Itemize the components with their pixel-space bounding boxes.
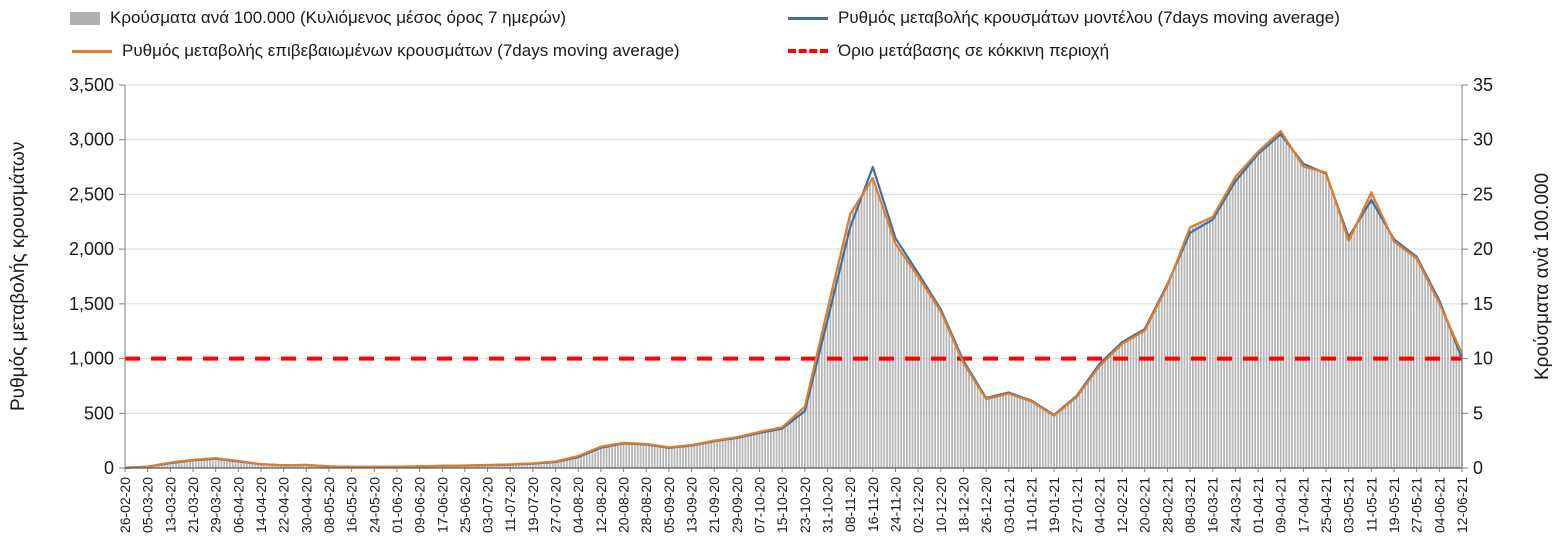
svg-text:16-05-20: 16-05-20 <box>344 477 360 533</box>
svg-text:21-09-20: 21-09-20 <box>706 477 722 533</box>
svg-text:10-12-20: 10-12-20 <box>933 477 949 533</box>
svg-text:28-02-21: 28-02-21 <box>1159 477 1175 533</box>
svg-text:09-04-21: 09-04-21 <box>1273 477 1289 533</box>
legend-item-confirmed-rate: Ρυθμός μεταβολής επιβεβαιωμένων κρουσμάτ… <box>72 41 680 61</box>
line-series-1 <box>124 129 1464 469</box>
svg-text:04-02-21: 04-02-21 <box>1091 477 1107 533</box>
svg-text:25: 25 <box>1473 184 1493 204</box>
svg-text:28-08-20: 28-08-20 <box>638 477 654 533</box>
svg-text:08-03-21: 08-03-21 <box>1182 477 1198 533</box>
svg-text:20-02-21: 20-02-21 <box>1137 477 1153 533</box>
svg-text:09-06-20: 09-06-20 <box>412 477 428 533</box>
svg-text:0: 0 <box>104 458 114 478</box>
svg-text:26-02-20: 26-02-20 <box>117 477 133 533</box>
svg-text:24-03-21: 24-03-21 <box>1227 477 1243 533</box>
svg-text:02-12-20: 02-12-20 <box>910 477 926 533</box>
svg-text:24-05-20: 24-05-20 <box>366 477 382 533</box>
svg-text:1,000: 1,000 <box>69 349 114 369</box>
svg-text:08-11-20: 08-11-20 <box>842 477 858 532</box>
svg-text:27-01-21: 27-01-21 <box>1069 477 1085 533</box>
svg-text:07-10-20: 07-10-20 <box>752 477 768 533</box>
svg-text:13-03-20: 13-03-20 <box>162 477 178 533</box>
svg-text:19-07-20: 19-07-20 <box>525 477 541 533</box>
svg-text:27-05-21: 27-05-21 <box>1409 477 1425 533</box>
svg-text:11-05-21: 11-05-21 <box>1363 477 1379 532</box>
svg-text:18-12-20: 18-12-20 <box>955 477 971 533</box>
orange-line-legend-icon <box>72 49 112 53</box>
svg-text:26-12-20: 26-12-20 <box>978 477 994 533</box>
svg-text:06-04-20: 06-04-20 <box>230 477 246 533</box>
legend-label: Κρούσματα ανά 100.000 (Κυλιόμενος μέσος … <box>110 8 567 27</box>
svg-text:3,000: 3,000 <box>69 130 114 150</box>
svg-text:20-08-20: 20-08-20 <box>616 477 632 533</box>
svg-text:2,000: 2,000 <box>69 239 114 259</box>
gridlines <box>125 84 1462 414</box>
svg-text:15: 15 <box>1473 294 1493 314</box>
svg-text:30-04-20: 30-04-20 <box>298 477 314 533</box>
svg-text:23-10-20: 23-10-20 <box>797 477 813 533</box>
svg-text:15-10-20: 15-10-20 <box>774 477 790 533</box>
red-dashed-legend-icon <box>788 49 828 53</box>
svg-text:16-11-20: 16-11-20 <box>865 477 881 532</box>
left-axis-ticks: 0 500 1,000 1,500 2,000 2,500 3,000 3,500 <box>69 75 125 478</box>
svg-text:29-09-20: 29-09-20 <box>729 477 745 533</box>
svg-text:01-06-20: 01-06-20 <box>389 477 405 533</box>
svg-text:20: 20 <box>1473 239 1493 259</box>
svg-text:11-01-21: 11-01-21 <box>1023 477 1039 532</box>
svg-text:21-03-20: 21-03-20 <box>185 477 201 533</box>
svg-text:29-03-20: 29-03-20 <box>208 477 224 533</box>
svg-text:03-01-21: 03-01-21 <box>1001 477 1017 533</box>
svg-text:1,500: 1,500 <box>69 294 114 314</box>
svg-text:19-01-21: 19-01-21 <box>1046 477 1062 533</box>
svg-text:12-08-20: 12-08-20 <box>593 477 609 533</box>
right-axis-ticks: 0 5 10 15 20 25 30 35 <box>1462 75 1493 478</box>
svg-text:19-05-21: 19-05-21 <box>1386 477 1402 533</box>
svg-text:17-04-21: 17-04-21 <box>1295 477 1311 533</box>
svg-text:12-02-21: 12-02-21 <box>1114 477 1130 533</box>
svg-text:27-07-20: 27-07-20 <box>548 477 564 533</box>
bar-series-legend-icon <box>70 11 100 25</box>
svg-text:04-06-21: 04-06-21 <box>1431 477 1447 533</box>
svg-text:05-09-20: 05-09-20 <box>661 477 677 533</box>
svg-text:14-04-20: 14-04-20 <box>253 477 269 533</box>
svg-text:35: 35 <box>1473 75 1493 95</box>
legend-item-cases-per-100k: Κρούσματα ανά 100.000 (Κυλιόμενος μέσος … <box>70 8 566 28</box>
svg-text:2,500: 2,500 <box>69 184 114 204</box>
svg-text:12-06-21: 12-06-21 <box>1454 477 1470 533</box>
svg-text:3,500: 3,500 <box>69 75 114 95</box>
svg-text:04-08-20: 04-08-20 <box>570 477 586 533</box>
svg-text:08-05-20: 08-05-20 <box>321 477 337 533</box>
legend-item-red-threshold: Όριο μετάβασης σε κόκκινη περιοχή <box>788 41 1109 61</box>
svg-text:5: 5 <box>1473 403 1483 423</box>
svg-text:24-11-20: 24-11-20 <box>887 477 903 532</box>
svg-text:01-04-21: 01-04-21 <box>1250 477 1266 533</box>
svg-text:03-05-21: 03-05-21 <box>1341 477 1357 533</box>
bar-series <box>129 130 1463 469</box>
legend-label: Ρυθμός μεταβολής κρουσμάτων μοντέλου (7d… <box>838 8 1340 27</box>
svg-text:13-09-20: 13-09-20 <box>684 477 700 533</box>
svg-text:22-04-20: 22-04-20 <box>276 477 292 533</box>
svg-text:11-07-20: 11-07-20 <box>502 477 518 532</box>
svg-text:31-10-20: 31-10-20 <box>819 477 835 533</box>
svg-text:16-03-21: 16-03-21 <box>1205 477 1221 533</box>
legend-label: Όριο μετάβασης σε κόκκινη περιοχή <box>838 41 1110 60</box>
blue-line-legend-icon <box>788 16 828 20</box>
svg-text:05-03-20: 05-03-20 <box>140 477 156 533</box>
svg-text:17-06-20: 17-06-20 <box>434 477 450 533</box>
svg-text:500: 500 <box>84 403 114 423</box>
svg-text:03-07-20: 03-07-20 <box>480 477 496 533</box>
legend-item-model-rate: Ρυθμός μεταβολής κρουσμάτων μοντέλου (7d… <box>788 8 1340 28</box>
x-axis-labels: 26-02-20 05-03-20 13-03-20 21-03-20 29-03-20… <box>117 468 1470 533</box>
svg-text:0: 0 <box>1473 458 1483 478</box>
svg-text:25-06-20: 25-06-20 <box>457 477 473 533</box>
svg-text:10: 10 <box>1473 349 1493 369</box>
svg-text:25-04-21: 25-04-21 <box>1318 477 1334 533</box>
svg-text:30: 30 <box>1473 130 1493 150</box>
legend-label: Ρυθμός μεταβολής επιβεβαιωμένων κρουσμάτ… <box>122 41 680 60</box>
